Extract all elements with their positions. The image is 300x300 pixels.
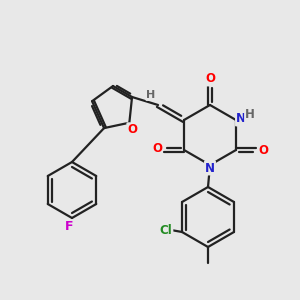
Text: O: O — [258, 143, 268, 157]
Text: Cl: Cl — [160, 224, 172, 236]
Text: N: N — [236, 112, 246, 125]
Text: H: H — [245, 109, 255, 122]
Text: N: N — [205, 161, 215, 175]
Text: O: O — [127, 123, 137, 136]
Text: F: F — [65, 220, 73, 233]
Text: O: O — [205, 73, 215, 85]
Text: O: O — [152, 142, 162, 155]
Text: H: H — [146, 90, 156, 100]
